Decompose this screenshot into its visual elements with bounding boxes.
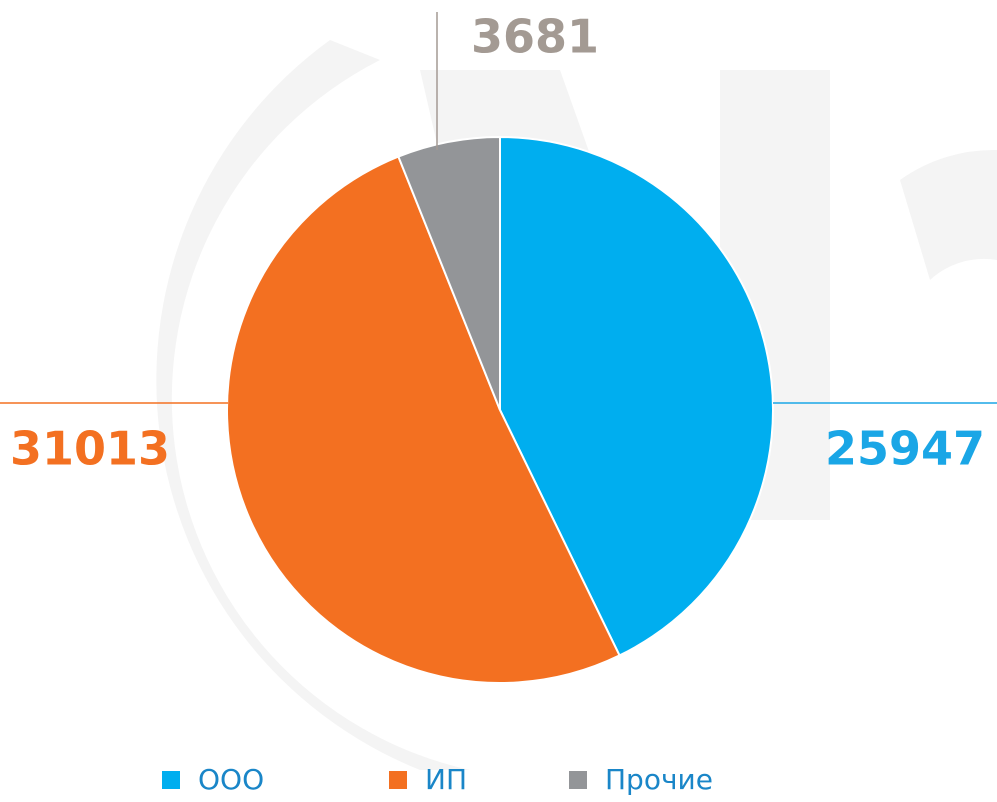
data-label: 3681 <box>471 10 599 64</box>
pie-slice <box>226 155 621 684</box>
pie-slice <box>499 135 774 657</box>
data-label: 25947 <box>825 422 985 476</box>
pie-slice <box>397 135 501 411</box>
legend-swatch <box>162 771 180 789</box>
legend-swatch <box>389 771 407 789</box>
data-label: 31013 <box>10 422 170 476</box>
legend-label: Прочие <box>605 763 713 796</box>
legend-label: ООО <box>198 763 264 796</box>
legend-label: ИП <box>425 763 467 796</box>
legend-swatch <box>569 771 587 789</box>
